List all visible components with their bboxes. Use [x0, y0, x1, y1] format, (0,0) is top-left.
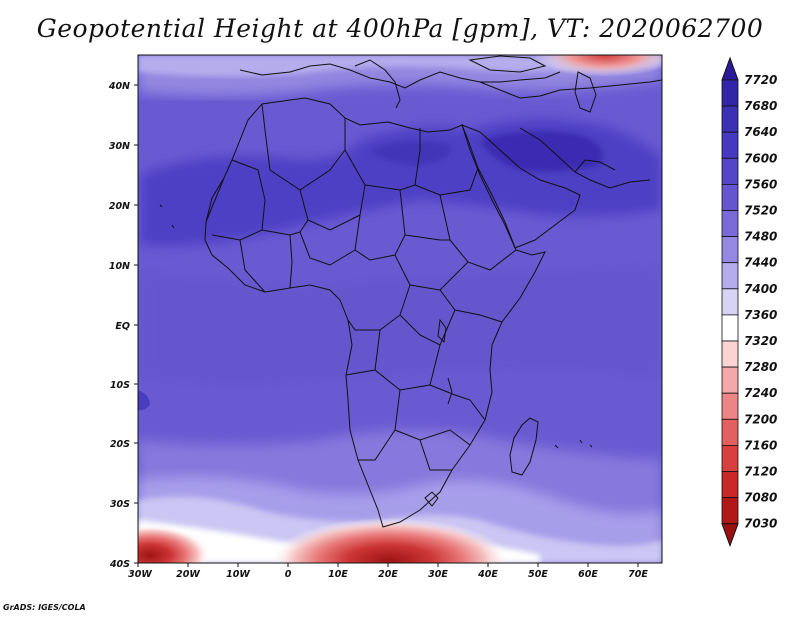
colorbar-swatch [721, 497, 739, 525]
lon-label-0: 0 [285, 569, 292, 580]
colorbar-swatch [721, 314, 739, 342]
colorbar-label: 7360 [744, 308, 777, 322]
lat-label-10n: 10N [109, 261, 130, 272]
coastlines [159, 55, 662, 528]
colorbar-label: 7440 [744, 256, 777, 270]
lat-label-30s: 30S [110, 499, 130, 510]
map-title: Geopotential Height at 400hPa [gpm], VT:… [36, 14, 764, 43]
colorbar-swatch [721, 471, 739, 499]
lat-label-eq: EQ [115, 321, 130, 332]
colorbar-label: 7200 [744, 412, 777, 426]
colorbar-label: 7680 [744, 99, 777, 113]
colorbar-swatch [721, 183, 739, 211]
colorbar-label: 7320 [744, 334, 777, 348]
colorbar-label: 7160 [744, 438, 777, 452]
lon-label-30e: 30E [428, 569, 448, 580]
colorbar-bottom-arrow [721, 523, 739, 548]
lon-label-60e: 60E [578, 569, 598, 580]
colorbar-swatch [721, 131, 739, 159]
lon-label-50e: 50E [528, 569, 548, 580]
lon-label-20w: 20W [176, 569, 200, 580]
colorbar-label: 7120 [744, 465, 777, 479]
colorbar-label: 7720 [744, 73, 777, 87]
colorbar-swatch [721, 340, 739, 368]
colorbar-swatch [721, 236, 739, 264]
colorbar-swatch [721, 157, 739, 185]
colorbar-label: 7030 [744, 517, 777, 531]
colorbar-swatch [721, 418, 739, 446]
colorbar-swatch [721, 262, 739, 290]
colorbar-label: 7240 [744, 386, 777, 400]
lon-label-30w: 30W [128, 569, 152, 580]
colorbar-label: 7560 [744, 177, 777, 191]
lon-label-10e: 10E [328, 569, 348, 580]
tick-marks [134, 84, 639, 567]
lon-label-20e: 20E [378, 569, 398, 580]
lat-label-10s: 10S [110, 380, 130, 391]
lat-label-20n: 20N [109, 201, 130, 212]
colorbar-label: 7280 [744, 360, 777, 374]
map-frame [137, 54, 663, 564]
colorbar-swatch [721, 210, 739, 238]
lon-label-40e: 40E [477, 569, 498, 580]
colorbar-swatch [721, 392, 739, 420]
lat-label-30n: 30N [109, 141, 130, 152]
colorbar-swatch [721, 288, 739, 316]
lat-label-40s: 40S [109, 559, 130, 570]
colorbar-swatch [721, 79, 739, 107]
colorbar-swatch [721, 444, 739, 472]
colorbar-label: 7080 [744, 491, 777, 505]
lat-label-20s: 20S [110, 439, 130, 450]
colorbar-swatch [721, 105, 739, 133]
latitude-labels: 40N 30N 20N 10N EQ 10S 20S 30S 40S [108, 81, 130, 570]
colorbar-label: 7520 [744, 204, 777, 218]
colorbar-swatch [721, 366, 739, 394]
lon-label-70e: 70E [628, 569, 648, 580]
lat-label-40n: 40N [108, 81, 130, 92]
colorbar-label: 7400 [744, 282, 777, 296]
longitude-labels: 30W 20W 10W 0 10E 20E 30E 40E 50E 60E 70… [128, 569, 648, 580]
colorbar-top-arrow [721, 56, 739, 81]
colorbar-label: 7640 [744, 125, 777, 139]
colorbar-label: 7480 [744, 230, 777, 244]
lon-label-10w: 10W [226, 569, 250, 580]
grads-credit: GrADS: IGES/COLA [3, 603, 86, 612]
height-field [138, 55, 662, 563]
colorbar-label: 7600 [744, 151, 777, 165]
colorbar: 7720 7680 7640 7600 7560 7520 7480 7440 7400 7360… [721, 56, 777, 548]
